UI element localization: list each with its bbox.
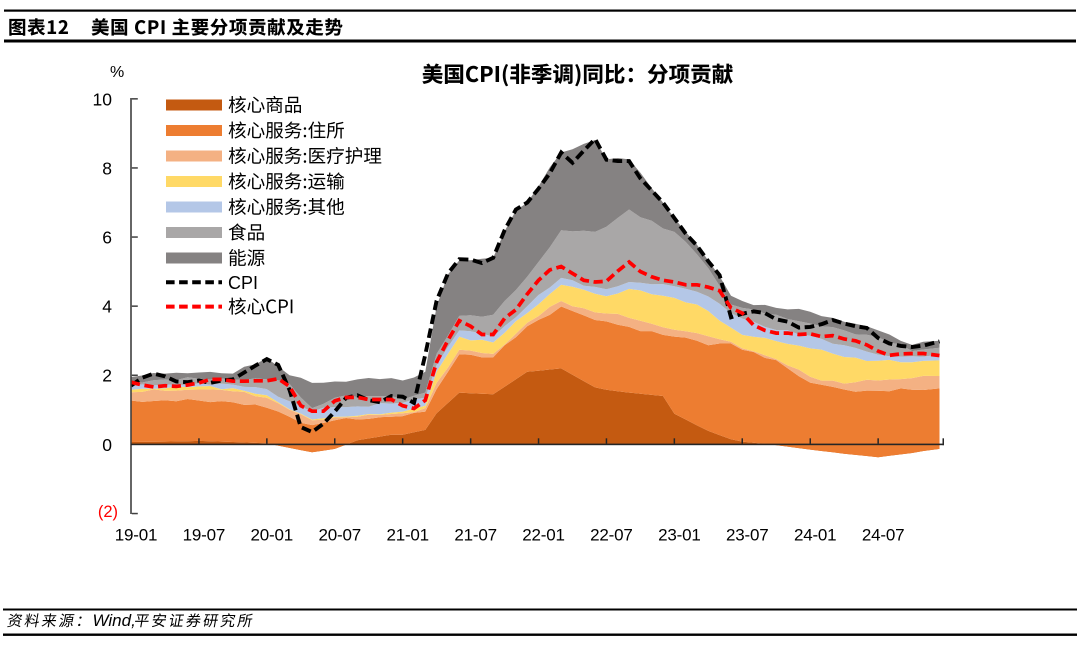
svg-text:2: 2	[102, 366, 112, 386]
svg-text:(2): (2)	[98, 503, 118, 521]
svg-text:24-07: 24-07	[862, 526, 904, 545]
svg-text:4: 4	[102, 297, 112, 317]
svg-text:6: 6	[102, 228, 112, 248]
svg-text:24-01: 24-01	[794, 526, 836, 545]
svg-text:8: 8	[102, 158, 112, 178]
svg-text:%: %	[110, 64, 124, 81]
svg-text:19-01: 19-01	[115, 526, 157, 545]
svg-text:19-07: 19-07	[183, 526, 225, 545]
svg-text:23-07: 23-07	[726, 526, 768, 545]
svg-text:Wind,: Wind,	[93, 611, 136, 630]
svg-text:21-07: 21-07	[454, 526, 496, 545]
svg-text:20-01: 20-01	[251, 526, 293, 545]
svg-text:22-07: 22-07	[590, 526, 632, 545]
svg-text:20-07: 20-07	[319, 526, 361, 545]
svg-text:10: 10	[93, 89, 113, 109]
svg-text:23-01: 23-01	[658, 526, 700, 545]
svg-text:CPI: CPI	[228, 273, 258, 293]
svg-text:22-01: 22-01	[522, 526, 564, 545]
svg-text:21-01: 21-01	[386, 526, 428, 545]
svg-text:0: 0	[102, 435, 112, 455]
